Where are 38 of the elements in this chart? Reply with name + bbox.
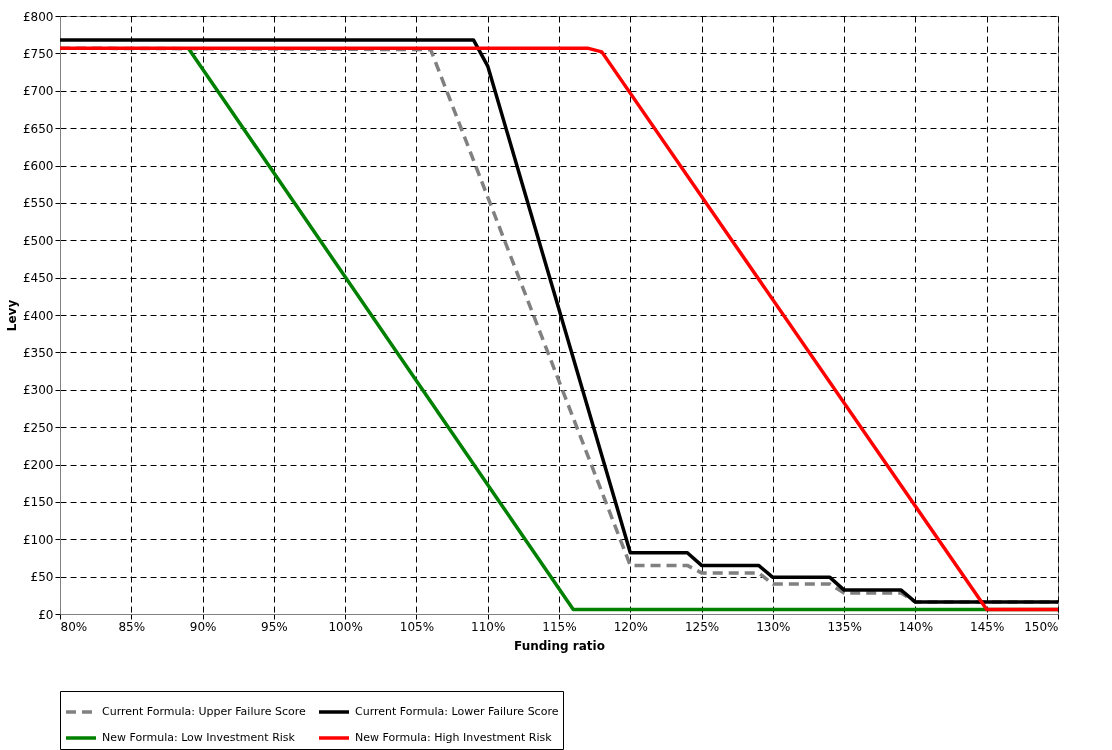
- x-tick-label: 80%: [60, 619, 88, 634]
- y-tick-label: £600: [22, 159, 54, 173]
- x-tick-label: 145%: [970, 619, 1005, 634]
- x-tick-label: 115%: [542, 619, 577, 634]
- x-tick-label: 125%: [684, 619, 720, 634]
- y-tick-label: £400: [22, 308, 54, 323]
- y-tick-label: £350: [22, 345, 54, 360]
- x-tick-label: 150%: [1024, 619, 1059, 634]
- x-tick-label: 105%: [399, 619, 435, 634]
- x-axis-title: Funding ratio: [514, 638, 605, 653]
- y-tick-label: £650: [22, 121, 54, 136]
- y-tick-label: £450: [22, 271, 54, 286]
- y-tick-label: £750: [22, 46, 54, 61]
- x-tick-label: 135%: [827, 619, 862, 634]
- legend-label: Current Formula: Upper Failure Score: [102, 705, 307, 718]
- x-tick-label: 140%: [898, 619, 934, 634]
- y-tick-label: £300: [22, 383, 54, 398]
- x-tick-label: 90%: [189, 619, 217, 634]
- y-tick-label: £800: [22, 9, 54, 24]
- legend-label: New Formula: Low Investment Risk: [102, 731, 296, 744]
- y-axis-title: Levy: [4, 299, 19, 332]
- y-tick-label: £200: [22, 458, 54, 472]
- y-tick-label: £500: [22, 233, 54, 248]
- legend-label: New Formula: High Investment Risk: [355, 731, 553, 744]
- x-tick-label: 110%: [471, 619, 506, 634]
- x-tick-label: 100%: [328, 619, 363, 634]
- y-tick-label: £0: [38, 607, 54, 622]
- x-tick-label: 85%: [118, 619, 146, 634]
- x-tick-label: 95%: [261, 619, 288, 634]
- y-tick-label: £100: [22, 532, 54, 547]
- x-tick-label: 130%: [756, 619, 791, 634]
- y-tick-label: £150: [22, 495, 54, 510]
- y-tick-label: £700: [22, 84, 54, 99]
- x-tick-label: 120%: [613, 619, 648, 634]
- y-tick-label: £50: [30, 570, 54, 585]
- y-tick-label: £250: [22, 420, 54, 435]
- y-tick-label: £550: [22, 196, 54, 211]
- legend-label: Current Formula: Lower Failure Score: [355, 705, 559, 718]
